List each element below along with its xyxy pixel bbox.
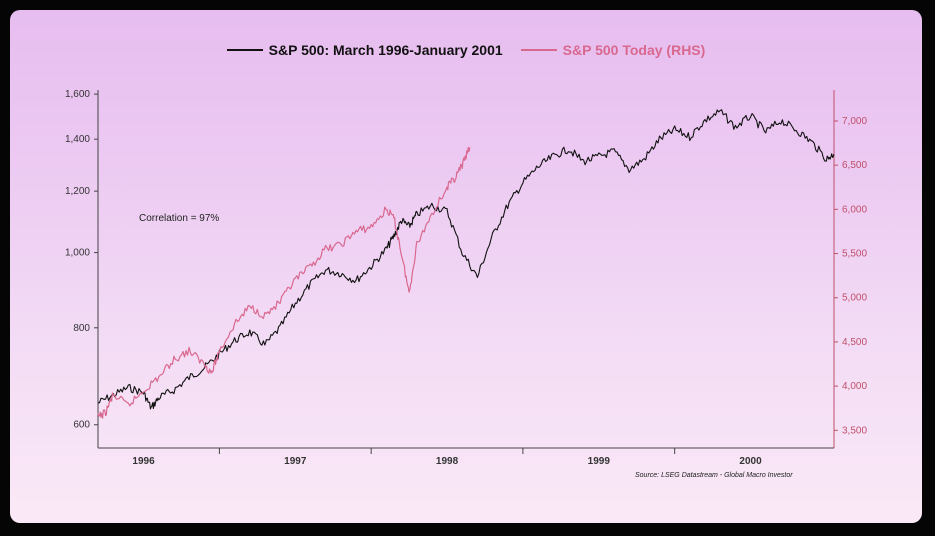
legend-label-1996-2001: S&P 500: March 1996-January 2001 [268,42,503,58]
series-line-today [97,146,471,419]
right-tick-label: 4,500 [842,337,867,348]
legend-swatch-black [226,49,263,51]
legend-swatch-pink [520,49,557,51]
right-tick-label: 5,500 [842,249,867,260]
x-tick-label: 2000 [739,456,762,467]
left-tick-label: 1,400 [65,134,90,145]
x-tick-label: 1999 [588,456,611,467]
right-tick-label: 3,500 [842,425,867,436]
legend-item-today: S&P 500 Today (RHS) [520,42,706,58]
chart-panel: S&P 500: March 1996-January 2001 S&P 500… [10,10,922,523]
legend-label-today: S&P 500 Today (RHS) [562,42,706,58]
right-tick-label: 7,000 [842,116,867,127]
source-note: Source: LSEG Datastream - Global Macro I… [635,472,793,479]
right-tick-label: 5,000 [842,293,867,304]
left-tick-label: 1,000 [65,248,90,259]
x-tick-label: 1996 [132,456,155,467]
legend-item-1996-2001: S&P 500: March 1996-January 2001 [226,42,503,58]
line-chart: 600 800 1,000 1,200 1,400 1,600 3,500 4,000 4,50… [65,89,867,467]
correlation-annotation: Correlation = 97% [139,213,220,224]
right-tick-label: 6,500 [842,160,867,171]
right-tick-label: 4,000 [842,381,867,392]
x-tick-label: 1997 [284,456,307,467]
left-tick-label: 1,200 [65,186,90,197]
chart-legend: S&P 500: March 1996-January 2001 S&P 500… [10,42,922,58]
left-tick-label: 600 [73,420,90,431]
left-tick-label: 800 [73,323,90,334]
left-tick-label: 1,600 [65,89,90,100]
x-tick-label: 1998 [436,456,459,467]
right-tick-label: 6,000 [842,204,867,215]
